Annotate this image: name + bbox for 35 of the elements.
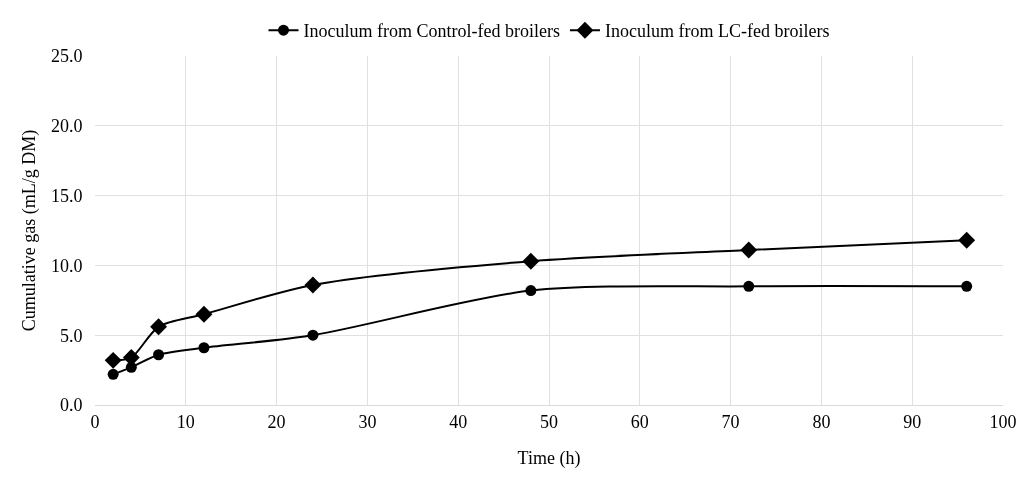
x-tick-label: 60	[630, 411, 649, 432]
x-tick-label: 40	[449, 411, 468, 432]
point	[740, 241, 758, 259]
x-tick-label: 100	[989, 411, 1017, 432]
x-tick-label: 50	[540, 411, 558, 432]
point	[522, 252, 540, 270]
y-tick-label: 10.0	[50, 255, 83, 276]
point	[958, 231, 976, 249]
point	[743, 280, 755, 292]
x-tick-label: 0	[90, 411, 100, 432]
point	[150, 318, 168, 336]
point	[195, 305, 213, 323]
x-tick-label: 90	[903, 411, 922, 432]
point	[304, 276, 322, 294]
x-tick-label: 20	[267, 411, 286, 432]
y-tick-label: 15.0	[50, 185, 83, 206]
x-tick-label: 80	[812, 411, 831, 432]
point	[307, 329, 319, 341]
point	[525, 285, 537, 297]
point	[107, 368, 119, 380]
x-axis-title: Time (h)	[517, 447, 581, 469]
x-tick-label: 10	[176, 411, 195, 432]
y-tick-label: 5.0	[59, 325, 83, 346]
x-tick-label: 70	[721, 411, 740, 432]
point	[961, 280, 973, 292]
y-tick-label: 0.0	[59, 395, 83, 416]
point	[153, 349, 165, 361]
y-tick-label: 25.0	[50, 46, 83, 67]
legend-label: Inoculum from LC-fed broilers	[604, 21, 830, 42]
point	[104, 351, 122, 369]
y-axis-title: Cumulative gas (mL/g DM)	[19, 129, 41, 332]
legend-label: Inoculum from Control-fed broilers	[303, 21, 560, 42]
point	[198, 342, 210, 354]
x-tick-label: 30	[358, 411, 377, 432]
y-tick-label: 20.0	[50, 116, 83, 137]
